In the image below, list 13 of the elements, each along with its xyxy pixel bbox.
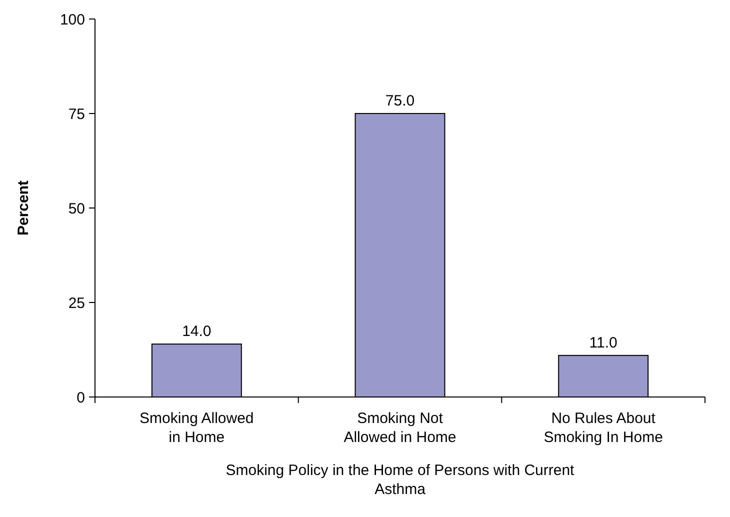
x-tick-label: Smoking Allowed in Home <box>140 410 254 446</box>
y-axis-title: Percent <box>15 180 32 236</box>
data-label: 75.0 <box>385 92 415 110</box>
x-tick-label: No Rules About Smoking In Home <box>544 410 663 446</box>
y-tick-label: 25 <box>68 294 85 312</box>
data-label: 11.0 <box>589 334 618 352</box>
y-tick-label: 75 <box>68 106 85 123</box>
x-tick-label: Smoking Not Allowed in Home <box>344 410 456 446</box>
y-tick-label: 100 <box>60 11 85 28</box>
y-tick-label: 0 <box>76 389 85 406</box>
y-tick-label: 50 <box>68 200 85 218</box>
x-axis-title: Smoking Policy in the Home of Persons with Current Asthma <box>226 462 576 498</box>
data-label: 14.0 <box>182 323 212 340</box>
